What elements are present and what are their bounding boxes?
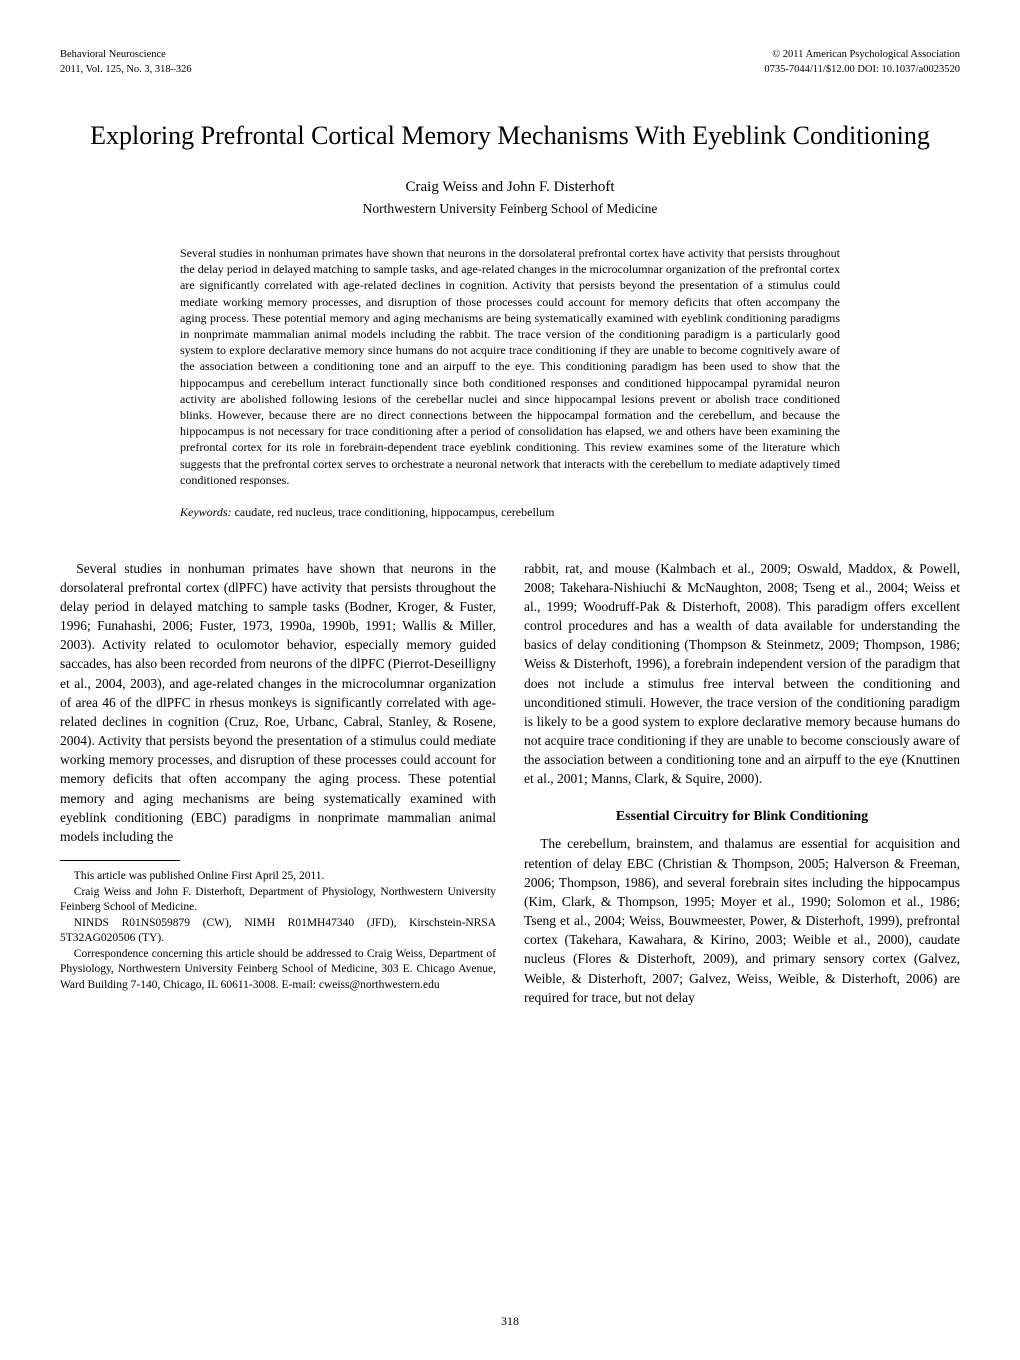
header-left: Behavioral Neuroscience 2011, Vol. 125, …	[60, 48, 192, 77]
copyright: © 2011 American Psychological Associatio…	[764, 48, 960, 63]
body-paragraph: rabbit, rat, and mouse (Kalmbach et al.,…	[524, 559, 960, 789]
issn-doi: 0735-7044/11/$12.00 DOI: 10.1037/a002352…	[764, 63, 960, 78]
affiliation: Northwestern University Feinberg School …	[60, 200, 960, 219]
footnote: Craig Weiss and John F. Disterhoft, Depa…	[60, 885, 496, 916]
footnotes: This article was published Online First …	[60, 869, 496, 993]
header-right: © 2011 American Psychological Associatio…	[764, 48, 960, 77]
body-columns: Several studies in nonhuman primates hav…	[60, 559, 960, 1007]
running-head: Behavioral Neuroscience 2011, Vol. 125, …	[60, 48, 960, 77]
article-title: Exploring Prefrontal Cortical Memory Mec…	[60, 119, 960, 153]
journal-name: Behavioral Neuroscience	[60, 48, 192, 63]
abstract: Several studies in nonhuman primates hav…	[180, 245, 840, 488]
footnote: NINDS R01NS059879 (CW), NIMH R01MH47340 …	[60, 916, 496, 947]
footnote-rule	[60, 860, 180, 861]
keywords: Keywords: caudate, red nucleus, trace co…	[180, 504, 840, 521]
footnote: Correspondence concerning this article s…	[60, 947, 496, 994]
section-heading: Essential Circuitry for Blink Conditioni…	[524, 807, 960, 827]
footnote: This article was published Online First …	[60, 869, 496, 885]
authors: Craig Weiss and John F. Disterhoft	[60, 177, 960, 198]
keywords-label: Keywords:	[180, 505, 232, 519]
body-paragraph: The cerebellum, brainstem, and thalamus …	[524, 834, 960, 1006]
keywords-text: caudate, red nucleus, trace conditioning…	[232, 505, 555, 519]
vol-issue: 2011, Vol. 125, No. 3, 318–326	[60, 63, 192, 78]
page-number: 318	[501, 1313, 519, 1330]
body-paragraph: Several studies in nonhuman primates hav…	[60, 559, 496, 846]
